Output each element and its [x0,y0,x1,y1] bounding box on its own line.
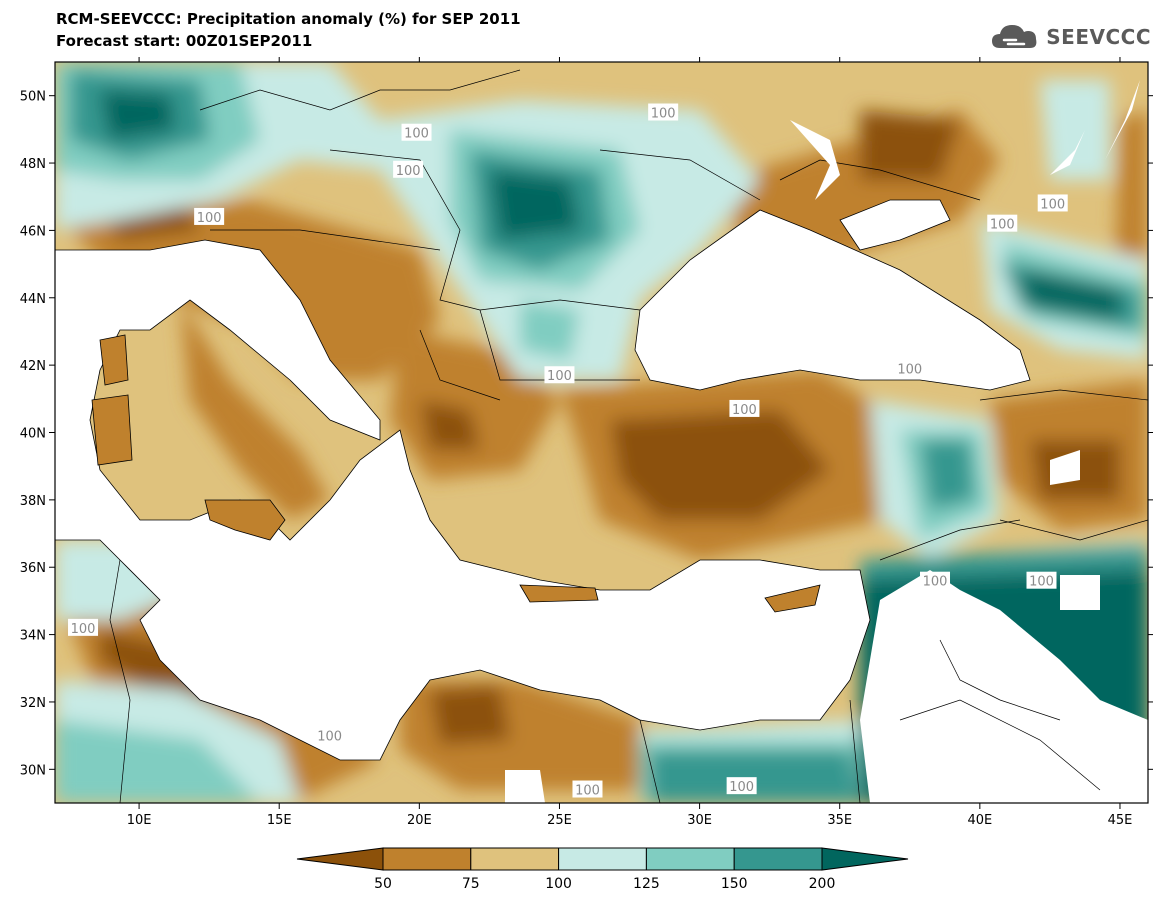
contour-label: 100 [1040,197,1065,212]
map-subtitle: Forecast start: 00Z01SEP2011 [56,32,313,50]
contour-label: 100 [729,780,754,795]
contour-label: 100 [732,403,757,418]
lon-tick-label: 40E [967,813,992,828]
contour-label: 100 [990,218,1015,233]
contour-label: 100 [547,369,572,384]
lat-tick-label: 46N [20,224,46,239]
contour-label-box [894,359,925,377]
colorbar-label: 75 [462,876,480,892]
lat-tick-label: 30N [20,763,46,778]
lon-tick-label: 35E [827,813,852,828]
colorbar-label: 125 [633,876,660,892]
lat-tick-label: 44N [20,292,46,307]
lon-tick-label: 20E [407,813,432,828]
colorbar-segment [558,847,647,871]
colorbar-segment [382,847,472,871]
lon-tick-label: 45E [1108,813,1133,828]
contour-label: 100 [317,730,342,745]
lat-tick-label: 40N [20,427,46,442]
colorbar-high-arrow [821,847,909,871]
colorbar-label: 200 [809,876,836,892]
logo-text: SEEVCCC [1046,25,1151,49]
lon-tick-label: 30E [687,813,712,828]
lat-tick-label: 36N [20,561,46,576]
contour-label: 100 [197,211,222,226]
lat-tick-label: 42N [20,359,46,374]
latitude-axis: 30N 32N 34N 36N 38N 40N 42N 44N 46N 48N 50N [20,90,1153,778]
contour-label-box [68,618,99,636]
contour-label-box [401,123,432,141]
colorbar-low-arrow [296,847,384,871]
contour-label-box [314,726,345,744]
lon-tick-label: 10E [127,813,152,828]
contour-label: 100 [923,575,948,590]
contour-label-box [572,780,603,798]
contour-label-box [920,571,951,589]
colorbar-label: 150 [721,876,748,892]
contour-label-box [393,160,424,178]
contour-label: 100 [897,363,922,378]
anomaly-field [55,62,1148,803]
colorbar-label: 100 [545,876,572,892]
contour-label-box [729,399,760,417]
contour-label-box [544,366,575,384]
colorbar-segment [645,847,735,871]
longitude-axis: 10E 15E 20E 25E 30E 35E 40E 45E [127,57,1133,828]
lon-tick-label: 25E [547,813,572,828]
contour-label: 100 [1029,575,1054,590]
contour-label-box [726,777,757,795]
lat-tick-label: 34N [20,629,46,644]
colorbar-label: 50 [374,876,392,892]
lat-tick-label: 50N [20,90,46,105]
lat-tick-label: 38N [20,494,46,509]
lat-tick-label: 32N [20,696,46,711]
contour-label: 100 [396,164,421,179]
contour-label: 100 [651,107,676,122]
colorbar-segment [470,847,560,871]
contour-label-box [987,214,1018,232]
lat-tick-label: 48N [20,157,46,172]
contour-label-box [648,103,679,121]
contour-label: 100 [575,784,600,799]
colorbar-segment [733,847,823,871]
cloud-icon [992,25,1037,48]
lon-tick-label: 15E [267,813,292,828]
map-title: RCM-SEEVCCC: Precipitation anomaly (%) f… [56,10,521,28]
colorbar: 50 75 100 125 150 200 [296,847,909,892]
contour-label: 100 [404,127,429,142]
sea-mask [55,199,1031,761]
contour-label: 100 [71,622,96,637]
contour-label-box [1026,571,1057,589]
seevccc-logo: SEEVCCC [990,22,1151,52]
contour-labels: 100 100 100 100 100 100 100 100 100 100 100 100 100 1… [68,103,1068,799]
contour-label-box [1037,194,1068,212]
contour-label-box [194,207,225,225]
